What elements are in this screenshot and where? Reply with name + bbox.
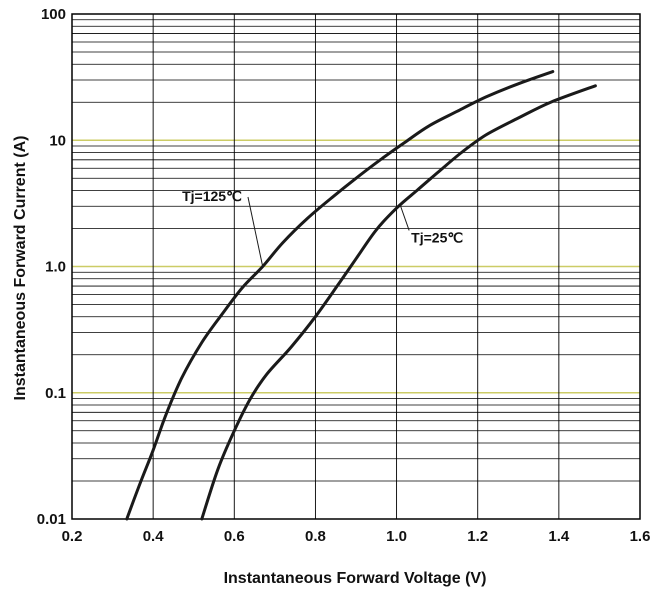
series-line-tj125 bbox=[125, 70, 555, 521]
x-tick-label: 0.8 bbox=[305, 528, 326, 545]
y-tick-label: 0.01 bbox=[37, 511, 66, 528]
annotation-leader bbox=[400, 206, 410, 231]
x-tick-label: 1.4 bbox=[548, 528, 570, 545]
x-tick-label: 1.6 bbox=[630, 528, 651, 545]
x-tick-label: 0.4 bbox=[143, 528, 165, 545]
series-line-tj25 bbox=[200, 84, 597, 521]
x-tick-label: 1.2 bbox=[467, 528, 488, 545]
y-tick-label: 10 bbox=[49, 132, 66, 149]
annotations: Tj=125℃ Tj=25℃ bbox=[182, 188, 463, 267]
x-axis-title: Instantaneous Forward Voltage (V) bbox=[224, 570, 487, 587]
x-tick-label: 0.2 bbox=[62, 528, 83, 545]
annotation-leader bbox=[247, 196, 264, 267]
grid bbox=[71, 13, 641, 520]
annotation-label: Tj=125℃ bbox=[182, 188, 242, 204]
y-axis-title: Instantaneous Forward Current (A) bbox=[12, 136, 29, 401]
y-tick-label: 100 bbox=[41, 6, 66, 23]
annotation-label: Tj=25℃ bbox=[411, 229, 463, 245]
curves bbox=[125, 70, 597, 521]
plot-frame bbox=[71, 13, 641, 520]
y-tick-label: 1.0 bbox=[45, 259, 66, 276]
x-tick-label: 1.0 bbox=[386, 528, 407, 545]
tick-labels: 0.2 0.4 0.6 0.8 1.0 1.2 1.4 1.6 0.01 0.1 1.0 10 100 bbox=[37, 6, 651, 545]
y-tick-label: 0.1 bbox=[45, 385, 66, 402]
x-tick-label: 0.6 bbox=[224, 528, 245, 545]
